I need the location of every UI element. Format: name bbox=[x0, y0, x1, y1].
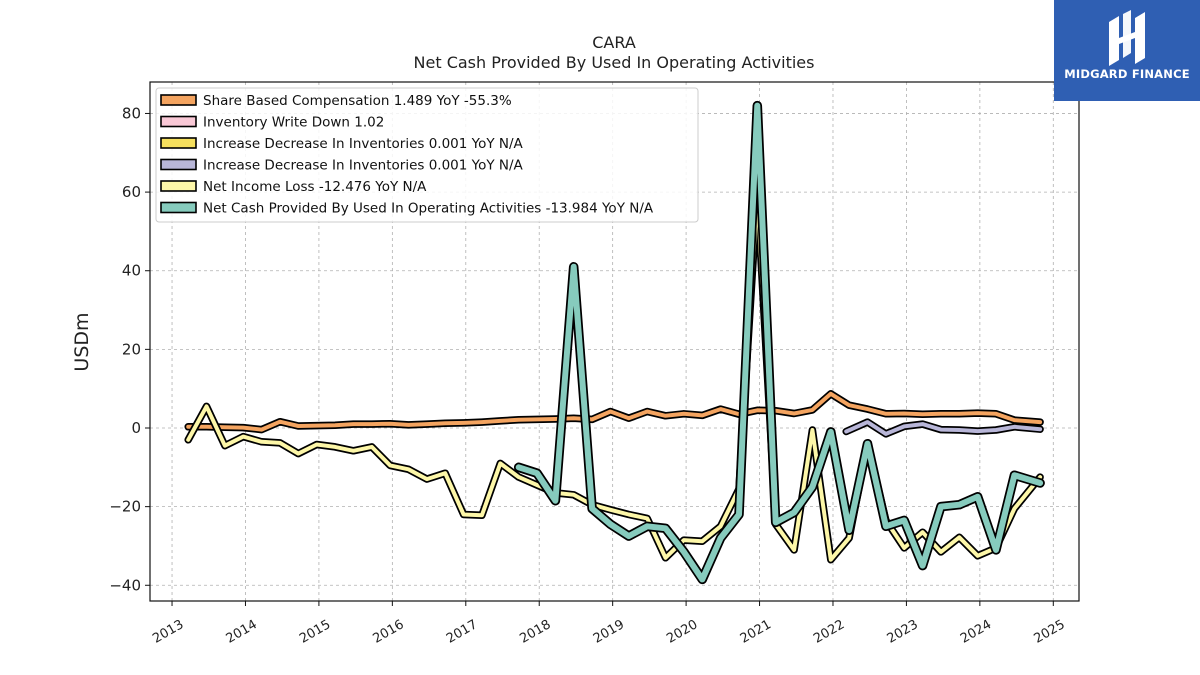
brand-logo: MIDGARD FINANCE bbox=[1054, 0, 1200, 101]
x-tick-label: 2023 bbox=[885, 617, 921, 647]
y-tick-label: 60 bbox=[122, 183, 141, 201]
series-path bbox=[515, 102, 1044, 583]
series-lines bbox=[184, 100, 1045, 585]
y-tick-label: 0 bbox=[131, 419, 141, 437]
brand-name: MIDGARD FINANCE bbox=[1064, 67, 1190, 81]
legend-swatch bbox=[160, 201, 197, 214]
series-path bbox=[844, 420, 1043, 436]
legend-box bbox=[155, 87, 699, 223]
legend-entry-label: Increase Decrease In Inventories 0.001 Y… bbox=[203, 136, 524, 152]
series-line bbox=[842, 418, 1044, 438]
grid bbox=[150, 82, 1079, 601]
legend-swatch bbox=[160, 137, 197, 149]
series-path bbox=[186, 391, 1043, 432]
x-tick-label: 2020 bbox=[664, 617, 700, 647]
legend-swatch bbox=[160, 115, 197, 128]
chart-title: CARA bbox=[592, 33, 636, 52]
x-tick-label: 2013 bbox=[150, 617, 186, 647]
series-line bbox=[184, 390, 1044, 434]
y-tick-label: −40 bbox=[109, 576, 141, 594]
legend: Share Based Compensation 1.489 YoY -55.3… bbox=[155, 87, 699, 223]
legend-entry-label: Net Income Loss -12.476 YoY N/A bbox=[203, 179, 427, 195]
y-tick-label: 40 bbox=[122, 262, 141, 280]
legend-swatch bbox=[160, 94, 197, 106]
series-line bbox=[184, 188, 1044, 564]
x-tick-label: 2021 bbox=[738, 617, 774, 647]
legend-swatch bbox=[160, 180, 197, 192]
x-tick-label: 2025 bbox=[1031, 617, 1067, 647]
x-tick-label: 2014 bbox=[224, 617, 260, 647]
x-tick-label: 2018 bbox=[517, 617, 553, 647]
legend-swatch bbox=[160, 158, 197, 171]
series-line bbox=[513, 100, 1045, 585]
x-tick-label: 2016 bbox=[371, 617, 407, 647]
chart-subtitle: Net Cash Provided By Used In Operating A… bbox=[414, 53, 815, 72]
x-tick-label: 2017 bbox=[444, 617, 480, 647]
x-tick-label: 2022 bbox=[811, 617, 847, 647]
x-tick-label: 2019 bbox=[591, 617, 627, 647]
series-path bbox=[186, 190, 1043, 562]
x-tick-label: 2024 bbox=[958, 617, 994, 647]
y-tick-label: 80 bbox=[122, 104, 141, 122]
legend-entry-label: Share Based Compensation 1.489 YoY -55.3… bbox=[203, 93, 512, 109]
y-tick-label: 20 bbox=[122, 340, 141, 358]
y-axis-label: USDm bbox=[71, 312, 93, 371]
series-outline bbox=[184, 188, 1044, 564]
x-tick-label: 2015 bbox=[297, 617, 333, 647]
legend-entry-label: Increase Decrease In Inventories 0.001 Y… bbox=[203, 158, 524, 174]
midgard-logo-icon bbox=[1109, 10, 1145, 66]
legend-entry-label: Net Cash Provided By Used In Operating A… bbox=[203, 201, 654, 217]
legend-entry-label: Inventory Write Down 1.02 bbox=[203, 115, 384, 131]
plot-area-frame bbox=[149, 81, 1080, 602]
y-tick-label: −20 bbox=[109, 498, 141, 516]
